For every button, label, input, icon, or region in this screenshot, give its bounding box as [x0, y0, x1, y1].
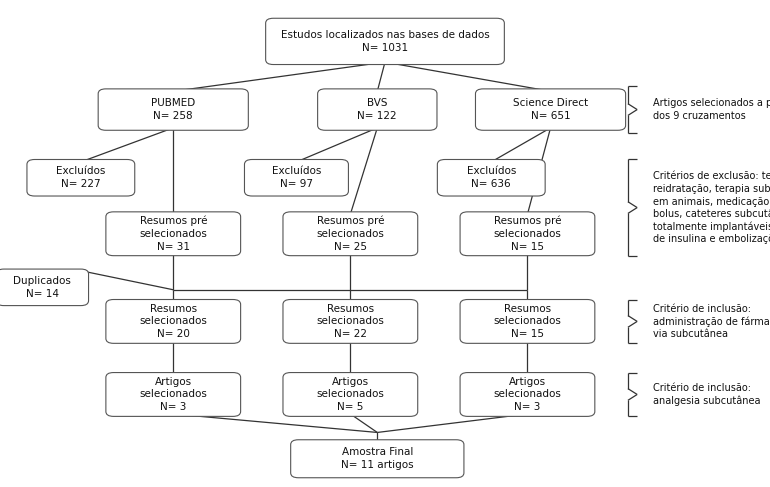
FancyBboxPatch shape: [460, 300, 594, 343]
FancyBboxPatch shape: [283, 212, 417, 256]
Text: PUBMED
N= 258: PUBMED N= 258: [151, 98, 196, 121]
Text: Excluídos
N= 227: Excluídos N= 227: [56, 167, 105, 189]
Text: Science Direct
N= 651: Science Direct N= 651: [513, 98, 588, 121]
Text: Artigos
selecionados
N= 3: Artigos selecionados N= 3: [139, 376, 207, 412]
Text: Resumos
selecionados
N= 22: Resumos selecionados N= 22: [316, 303, 384, 339]
FancyBboxPatch shape: [106, 300, 240, 343]
Text: Resumos pré
selecionados
N= 31: Resumos pré selecionados N= 31: [139, 216, 207, 252]
Text: Artigos selecionados a partir
dos 9 cruzamentos: Artigos selecionados a partir dos 9 cruz…: [653, 98, 770, 121]
FancyBboxPatch shape: [475, 89, 625, 130]
FancyBboxPatch shape: [106, 373, 240, 416]
FancyBboxPatch shape: [106, 212, 240, 256]
FancyBboxPatch shape: [245, 160, 348, 196]
FancyBboxPatch shape: [283, 373, 417, 416]
Text: Excluídos
N= 97: Excluídos N= 97: [272, 167, 321, 189]
FancyBboxPatch shape: [317, 89, 437, 130]
Text: Artigos
selecionados
N= 3: Artigos selecionados N= 3: [494, 376, 561, 412]
FancyBboxPatch shape: [460, 212, 594, 256]
FancyBboxPatch shape: [266, 18, 504, 64]
Text: Estudos localizados nas bases de dados
N= 1031: Estudos localizados nas bases de dados N…: [280, 30, 490, 53]
FancyBboxPatch shape: [27, 160, 135, 196]
FancyBboxPatch shape: [437, 160, 545, 196]
Text: Resumos pré
selecionados
N= 25: Resumos pré selecionados N= 25: [316, 216, 384, 252]
Text: BVS
N= 122: BVS N= 122: [357, 98, 397, 121]
FancyBboxPatch shape: [0, 269, 89, 306]
Text: Resumos
selecionados
N= 15: Resumos selecionados N= 15: [494, 303, 561, 339]
FancyBboxPatch shape: [291, 440, 464, 478]
Text: Resumos pré
selecionados
N= 15: Resumos pré selecionados N= 15: [494, 216, 561, 252]
FancyBboxPatch shape: [283, 300, 417, 343]
Text: Critério de inclusão:
administração de fármacos
via subcutânea: Critério de inclusão: administração de f…: [653, 304, 770, 339]
Text: Amostra Final
N= 11 artigos: Amostra Final N= 11 artigos: [341, 448, 413, 470]
Text: Critério de inclusão:
analgesia subcutânea: Critério de inclusão: analgesia subcutân…: [653, 383, 760, 406]
Text: Excluídos
N= 636: Excluídos N= 636: [467, 167, 516, 189]
Text: Artigos
selecionados
N= 5: Artigos selecionados N= 5: [316, 376, 384, 412]
Text: Critérios de exclusão: terapia de
reidratação, terapia subcutânea
em animais, me: Critérios de exclusão: terapia de reidra…: [653, 170, 770, 244]
FancyBboxPatch shape: [99, 89, 248, 130]
Text: Resumos
selecionados
N= 20: Resumos selecionados N= 20: [139, 303, 207, 339]
FancyBboxPatch shape: [460, 373, 594, 416]
Text: Duplicados
N= 14: Duplicados N= 14: [13, 276, 72, 299]
